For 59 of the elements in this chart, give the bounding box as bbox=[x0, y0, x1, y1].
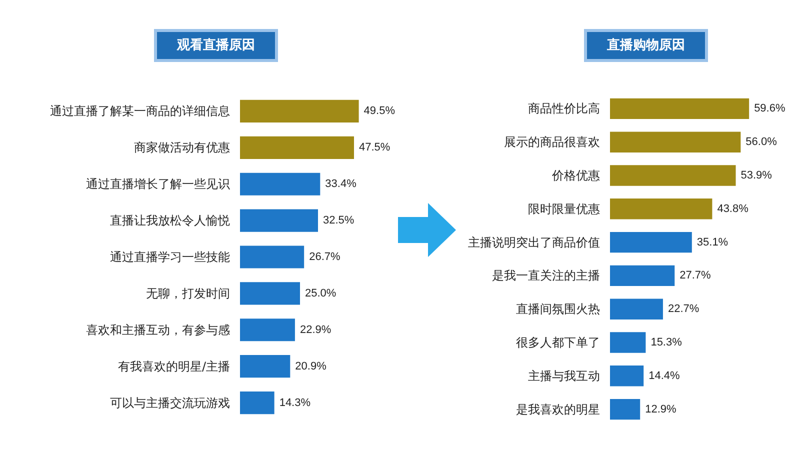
data-label: 59.6% bbox=[754, 102, 786, 115]
data-label: 56.0% bbox=[746, 136, 778, 148]
y-tick-label: 通过直播学习一些技能 bbox=[110, 250, 230, 264]
bar bbox=[240, 246, 304, 268]
data-label: 32.5% bbox=[323, 214, 354, 227]
y-tick-label: 展示的商品很喜欢 bbox=[504, 135, 600, 150]
chart-title: 直播购物原因 bbox=[606, 38, 685, 53]
bar bbox=[610, 232, 692, 253]
y-tick-label: 通过直播增长了解一些见识 bbox=[86, 177, 230, 192]
bar bbox=[610, 332, 646, 353]
y-tick-label: 限时限量优惠 bbox=[528, 202, 600, 216]
data-label: 20.9% bbox=[295, 360, 327, 372]
data-label: 22.7% bbox=[668, 303, 700, 316]
y-tick-label: 主播说明突出了商品价值 bbox=[468, 235, 600, 250]
bar bbox=[610, 98, 750, 120]
y-tick-label: 有我喜欢的明星/主播 bbox=[118, 359, 230, 374]
bar bbox=[610, 366, 644, 386]
data-label: 33.4% bbox=[325, 178, 357, 190]
bar bbox=[610, 165, 736, 186]
y-tick-label: 可以与主播交流玩游戏 bbox=[110, 396, 230, 410]
y-tick-label: 喜欢和主播互动，有参与感 bbox=[86, 322, 230, 337]
bar bbox=[240, 136, 354, 159]
data-label: 15.3% bbox=[650, 336, 682, 348]
data-label: 49.5% bbox=[364, 105, 396, 118]
chart-title: 观看直播原因 bbox=[176, 37, 255, 53]
bar bbox=[610, 198, 712, 220]
data-label: 14.4% bbox=[648, 370, 680, 382]
bar bbox=[240, 318, 295, 342]
y-tick-label: 是我一直关注的主播 bbox=[492, 268, 600, 283]
bar bbox=[240, 355, 290, 378]
bar bbox=[610, 265, 675, 286]
bar bbox=[240, 209, 318, 232]
y-tick-label: 主播与我互动 bbox=[528, 368, 600, 383]
data-label: 47.5% bbox=[359, 142, 390, 154]
y-tick-label: 价格优惠 bbox=[551, 168, 600, 182]
y-tick-label: 直播间氛围火热 bbox=[516, 302, 600, 316]
data-label: 12.9% bbox=[645, 403, 677, 416]
y-tick-label: 是我喜欢的明星 bbox=[516, 402, 600, 416]
bar bbox=[610, 298, 663, 320]
data-label: 25.0% bbox=[305, 287, 336, 300]
y-tick-label: 无聊，打发时间 bbox=[146, 286, 230, 300]
y-tick-label: 商家做活动有优惠 bbox=[134, 140, 230, 155]
y-tick-label: 商品性价比高 bbox=[528, 102, 600, 116]
data-label: 53.9% bbox=[740, 170, 772, 182]
bar bbox=[240, 391, 274, 414]
bar bbox=[240, 282, 300, 305]
y-tick-label: 很多人都下单了 bbox=[516, 336, 600, 350]
bar bbox=[240, 100, 359, 123]
y-tick-label: 通过直播了解某一商品的详细信息 bbox=[50, 104, 230, 118]
data-label: 35.1% bbox=[696, 236, 728, 248]
data-label: 43.8% bbox=[717, 202, 749, 215]
bar bbox=[610, 398, 640, 420]
bar bbox=[610, 132, 741, 152]
data-label: 26.7% bbox=[309, 251, 340, 263]
y-tick-label: 直播让我放松令人愉悦 bbox=[110, 214, 230, 228]
bar bbox=[240, 172, 320, 196]
data-label: 27.7% bbox=[680, 270, 712, 282]
data-label: 14.3% bbox=[279, 396, 311, 409]
data-label: 22.9% bbox=[300, 324, 332, 336]
